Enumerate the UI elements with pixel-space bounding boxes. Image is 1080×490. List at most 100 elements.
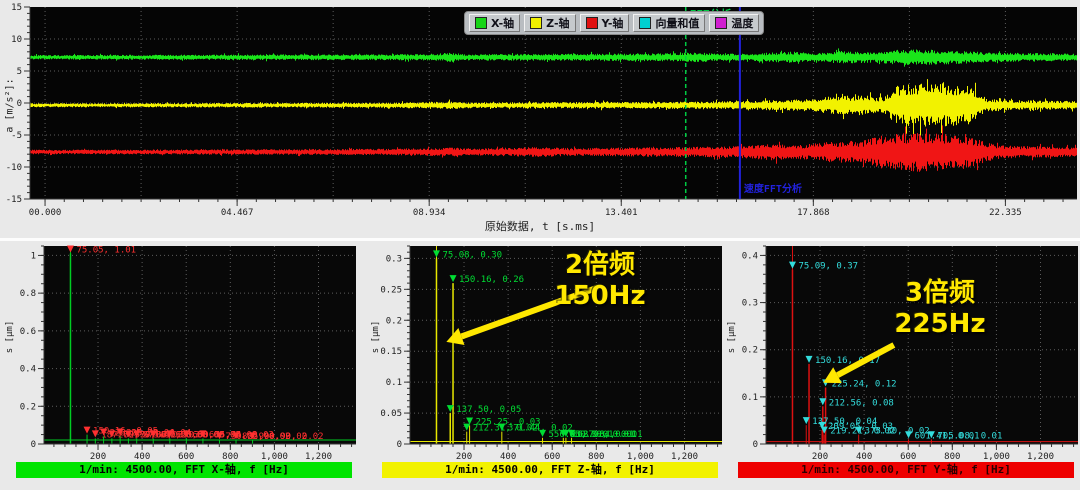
svg-text:200: 200 — [456, 452, 472, 462]
svg-text:17.868: 17.868 — [797, 208, 830, 218]
fft-tick-labels: 200 400 600 800 1,000 1,200 1 0.8 0.6 0.4 0.2 0 — [20, 251, 332, 462]
spectrum-peak: 212.31, 0.02 — [463, 423, 538, 444]
peak-label: 662.08, 0.01 — [572, 430, 637, 440]
legend-item-3[interactable]: 向量和值 — [633, 14, 706, 32]
svg-text:0.1: 0.1 — [386, 378, 402, 388]
svg-text:00.000: 00.000 — [29, 208, 62, 218]
svg-text:600: 600 — [178, 452, 194, 462]
svg-text:1,000: 1,000 — [627, 452, 654, 462]
legend-item-2[interactable]: Y-轴 — [579, 14, 630, 32]
peak-label: 137.50, 0.04 — [812, 417, 877, 427]
spectrum-peak: 300.33, 0.04 — [116, 428, 191, 444]
annotation-3x-line1: 3倍频 — [904, 278, 976, 308]
svg-text:800: 800 — [222, 452, 238, 462]
svg-text:1,000: 1,000 — [983, 452, 1010, 462]
legend-item-4[interactable]: 温度 — [709, 14, 760, 32]
peak-label: 650.30, 0.01 — [569, 430, 634, 440]
peak-label: 825.90, 0.02 — [242, 432, 307, 442]
svg-text:08.934: 08.934 — [413, 208, 446, 218]
svg-text:-5: -5 — [11, 131, 22, 141]
peak-label: 601.41, 0.01 — [915, 431, 980, 441]
peak-label: 750.82, 0.02 — [225, 432, 290, 442]
svg-text:1,200: 1,200 — [671, 452, 698, 462]
svg-text:400: 400 — [856, 452, 872, 462]
fft-axes — [38, 245, 356, 450]
legend-label: Z-轴 — [546, 17, 570, 30]
svg-text:0: 0 — [753, 440, 758, 450]
spectrum-peak: 450.50, 0.03 — [149, 430, 224, 444]
annotation-2x-line1: 2倍频 — [564, 250, 636, 280]
spectrum-peak: 900.99, 0.02 — [249, 432, 324, 444]
spectrum-peak: 601.41, 0.01 — [905, 431, 980, 444]
spectrum-peak: 750.82, 0.02 — [215, 432, 291, 444]
peak-label: 337.87, 0.03 — [134, 430, 199, 440]
fft-plot-area[interactable] — [766, 246, 1078, 444]
svg-text:0: 0 — [31, 440, 36, 450]
fft-z-y-axis-title: s [μm] — [371, 320, 381, 354]
fft-plot-area[interactable] — [44, 246, 356, 444]
fft-y-footer: 1/min: 4500.00, FFT Y-轴, f [Hz] — [738, 462, 1074, 478]
annotation-2x-frequency: 2倍频 150Hz — [518, 250, 682, 311]
svg-text:0.15: 0.15 — [380, 347, 402, 357]
waveform-plot[interactable]: 00.000 04.467 08.934 13.401 17.868 22.335 15 10… — [0, 0, 1080, 238]
legend-item-0[interactable]: X-轴 — [469, 14, 521, 32]
svg-text:-10: -10 — [6, 163, 22, 173]
svg-text:0: 0 — [17, 99, 22, 109]
peak-label: 556.03, 0.01 — [549, 430, 614, 440]
waveform-tick-labels: 00.000 04.467 08.934 13.401 17.868 22.335 15 10… — [6, 3, 1022, 218]
svg-text:10: 10 — [11, 35, 22, 45]
spectrum-peak: 75.08, 0.30 — [432, 250, 502, 444]
spectrum-peak: 687.64, 0.01 — [568, 429, 643, 444]
spectrum-peak: 75.05, 1.01 — [66, 245, 136, 444]
fft-tick-labels: 200 400 600 800 1,000 1,200 0.3 0.25 0.2 0.15 0.1 0… — [380, 254, 698, 462]
peak-label: 187.70, 0.03 — [101, 430, 166, 440]
svg-text:0.4: 0.4 — [20, 365, 36, 375]
waveform-y-axis-title: a [m/s²]: — [4, 78, 16, 133]
svg-text:400: 400 — [500, 452, 516, 462]
spectrum-peak: 187.70, 0.03 — [91, 430, 166, 444]
peak-label: 150.16, 0.17 — [815, 356, 880, 366]
peak-label: 300.33, 0.04 — [126, 428, 191, 438]
peak-label: 75.08, 0.30 — [442, 250, 502, 260]
spectrum-peaks: 75.09, 0.37 150.16, 0.17 225.24, 0.12 212.5… — [788, 261, 1002, 444]
spectrum-peaks: 75.08, 0.30 150.16, 0.26 137.50, 0.05 225.2… — [432, 250, 643, 444]
spectrum-peak: 375.41, 0.03 — [133, 430, 208, 444]
fft-panel-x: 75.05, 1.01 150.16, 0.05 187.70, 0.03 225.2… — [2, 240, 358, 490]
peak-label: 705.08, 0.01 — [937, 431, 1002, 441]
peak-label: 225.24, 0.12 — [832, 379, 897, 389]
waveform-traces — [30, 48, 1077, 172]
legend-swatch — [530, 17, 543, 29]
spectrum-peak: 525.58, 0.03 — [166, 430, 241, 444]
legend-item-1[interactable]: Z-轴 — [524, 14, 576, 32]
svg-text:0.3: 0.3 — [386, 254, 402, 264]
spectrum-peak: 375.30, 0.02 — [855, 426, 930, 444]
spectrum-peak: 150.16, 0.26 — [449, 275, 524, 444]
fft-y-y-axis-title: s [μm] — [727, 320, 737, 354]
annotation-3x-line2: 225Hz — [894, 308, 986, 339]
svg-text:1,000: 1,000 — [261, 452, 288, 462]
legend-swatch — [715, 17, 728, 29]
legend-label: X-轴 — [491, 17, 515, 30]
peak-label: 225.25, 0.03 — [476, 417, 541, 427]
legend-label: 温度 — [731, 17, 754, 30]
svg-text:800: 800 — [588, 452, 604, 462]
annotation-2x-line2: 150Hz — [554, 280, 646, 311]
peak-label: 375.41, 0.03 — [143, 430, 208, 440]
peak-label: 75.05, 1.01 — [76, 246, 136, 256]
svg-text:400: 400 — [134, 452, 150, 462]
fft-z-footer: 1/min: 4500.00, FFT Z-轴, f [Hz] — [382, 462, 718, 478]
svg-text:13.401: 13.401 — [605, 208, 638, 218]
fft-y-plot[interactable]: 75.09, 0.37 150.16, 0.17 225.24, 0.12 212.5… — [724, 240, 1080, 490]
fft-z-plot[interactable]: 75.08, 0.30 150.16, 0.26 137.50, 0.05 225.2… — [368, 240, 724, 490]
spectrum-peak: 662.08, 0.01 — [562, 429, 637, 444]
peak-label: 371.44, 0.02 — [508, 424, 573, 434]
svg-text:04.467: 04.467 — [221, 208, 254, 218]
spectrum-peak: 337.87, 0.03 — [124, 430, 199, 444]
fft-plot-area[interactable] — [410, 246, 722, 444]
fft-panel-z: 75.08, 0.30 150.16, 0.26 137.50, 0.05 225.2… — [368, 240, 724, 490]
spectrum-peak: 600.66, 0.03 — [182, 430, 257, 444]
legend-swatch — [639, 17, 652, 29]
peak-label: 375.30, 0.02 — [865, 427, 930, 437]
peak-label: 262.79, 0.03 — [118, 430, 183, 440]
